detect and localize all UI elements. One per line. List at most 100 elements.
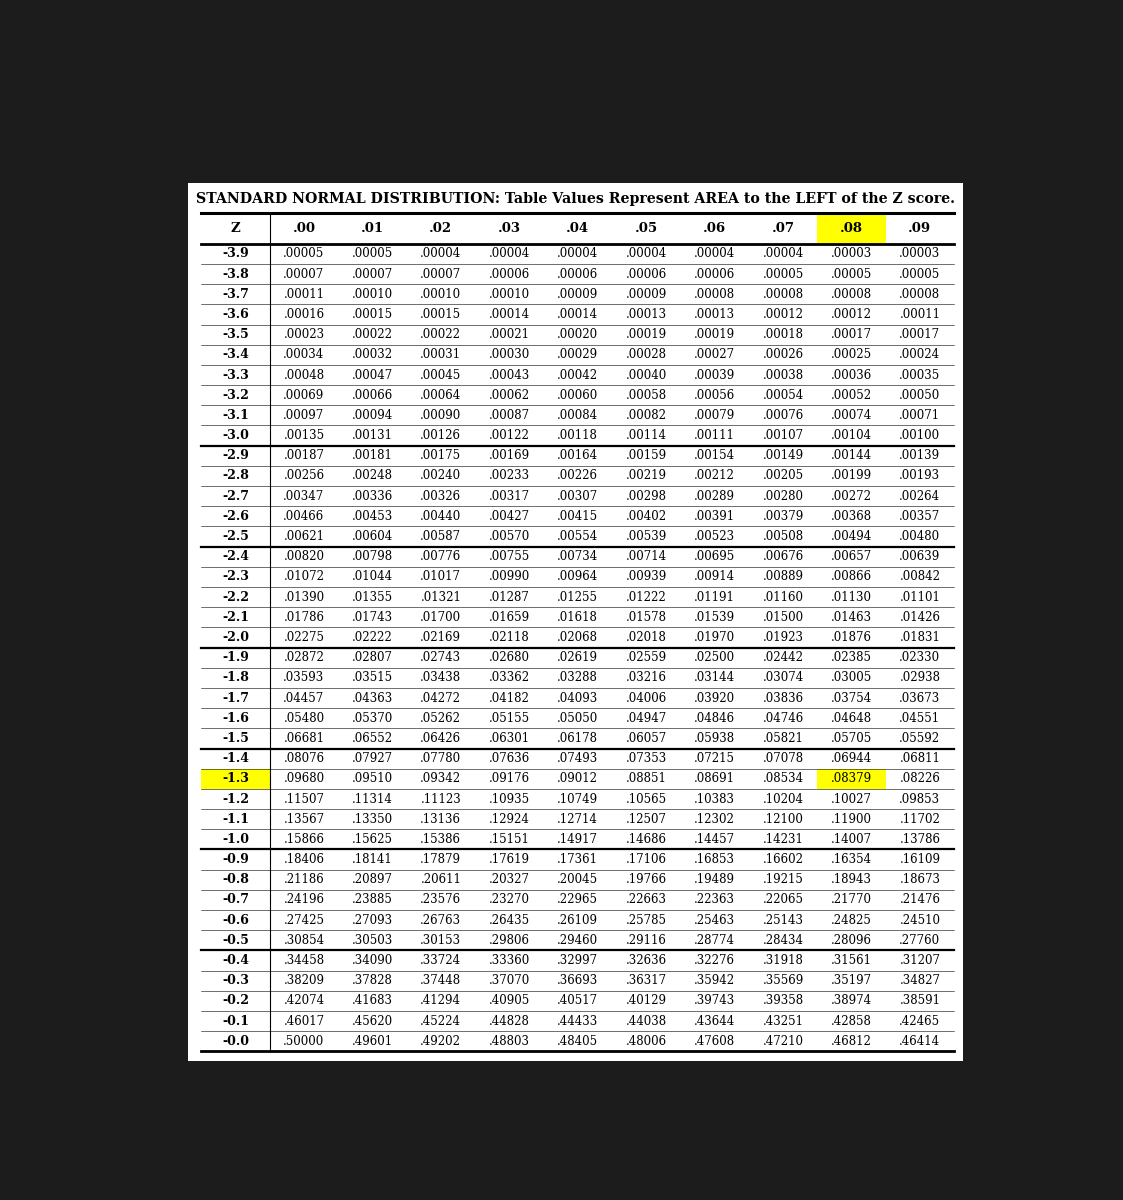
- Text: .00026: .00026: [763, 348, 804, 361]
- Text: .29116: .29116: [626, 934, 667, 947]
- Text: .09853: .09853: [900, 792, 940, 805]
- Text: .00307: .00307: [557, 490, 599, 503]
- Text: -0.9: -0.9: [222, 853, 249, 866]
- Text: .15625: .15625: [351, 833, 393, 846]
- Text: .01222: .01222: [626, 590, 667, 604]
- Text: .19215: .19215: [763, 874, 803, 887]
- Text: .10935: .10935: [489, 792, 530, 805]
- Text: .00052: .00052: [831, 389, 873, 402]
- Text: .32636: .32636: [626, 954, 667, 967]
- Text: .27760: .27760: [900, 934, 940, 947]
- Text: .00008: .00008: [831, 288, 873, 301]
- Text: .07780: .07780: [420, 752, 462, 766]
- Text: .11900: .11900: [831, 812, 871, 826]
- Text: .00010: .00010: [351, 288, 393, 301]
- Text: .46812: .46812: [831, 1034, 871, 1048]
- Text: .47210: .47210: [763, 1034, 804, 1048]
- Text: .00199: .00199: [831, 469, 873, 482]
- Text: .38209: .38209: [283, 974, 325, 988]
- Text: -1.1: -1.1: [222, 812, 249, 826]
- Text: .34090: .34090: [351, 954, 393, 967]
- Text: .20327: .20327: [489, 874, 530, 887]
- Text: .00256: .00256: [283, 469, 325, 482]
- Text: .37070: .37070: [489, 974, 530, 988]
- Text: .19489: .19489: [694, 874, 736, 887]
- Text: .00990: .00990: [489, 570, 530, 583]
- Text: .05262: .05262: [420, 712, 462, 725]
- Text: -0.7: -0.7: [222, 894, 249, 906]
- Text: .37828: .37828: [351, 974, 393, 988]
- Text: .00842: .00842: [900, 570, 940, 583]
- Text: .01017: .01017: [420, 570, 462, 583]
- Text: .30854: .30854: [283, 934, 325, 947]
- Text: .00135: .00135: [283, 430, 325, 442]
- Text: .00264: .00264: [900, 490, 940, 503]
- Text: .33360: .33360: [489, 954, 530, 967]
- Text: .00233: .00233: [489, 469, 530, 482]
- Text: .16853: .16853: [694, 853, 736, 866]
- Text: .00755: .00755: [489, 551, 530, 563]
- Text: .03754: .03754: [831, 691, 873, 704]
- Text: -2.5: -2.5: [222, 530, 249, 544]
- Text: -2.3: -2.3: [222, 570, 249, 583]
- Text: .03362: .03362: [489, 671, 530, 684]
- Text: -1.3: -1.3: [222, 773, 249, 785]
- Text: .11314: .11314: [351, 792, 393, 805]
- Text: .34458: .34458: [283, 954, 325, 967]
- Text: .00009: .00009: [557, 288, 599, 301]
- Text: .00695: .00695: [694, 551, 736, 563]
- Text: .23270: .23270: [489, 894, 530, 906]
- Text: .00012: .00012: [831, 308, 871, 320]
- Text: -1.0: -1.0: [222, 833, 249, 846]
- Text: .00010: .00010: [489, 288, 530, 301]
- Text: .00013: .00013: [626, 308, 667, 320]
- Text: .08691: .08691: [694, 773, 736, 785]
- Text: .27425: .27425: [283, 913, 325, 926]
- Text: .45224: .45224: [420, 1014, 462, 1027]
- Text: .00084: .00084: [557, 409, 599, 422]
- Text: .00048: .00048: [283, 368, 325, 382]
- Text: .00050: .00050: [900, 389, 941, 402]
- Text: -3.8: -3.8: [222, 268, 249, 281]
- Text: .00866: .00866: [831, 570, 873, 583]
- Text: .00008: .00008: [763, 288, 804, 301]
- Text: .01831: .01831: [900, 631, 940, 644]
- Bar: [818, 769, 886, 788]
- Text: .09680: .09680: [283, 773, 325, 785]
- Text: .00030: .00030: [489, 348, 530, 361]
- Text: .06681: .06681: [283, 732, 325, 745]
- Bar: [189, 182, 962, 1061]
- Text: .00280: .00280: [763, 490, 804, 503]
- Text: .00175: .00175: [420, 449, 462, 462]
- Text: .49601: .49601: [351, 1034, 393, 1048]
- Text: .00003: .00003: [831, 247, 873, 260]
- Text: .06057: .06057: [626, 732, 667, 745]
- Text: .00289: .00289: [694, 490, 736, 503]
- Text: .00004: .00004: [626, 247, 667, 260]
- Text: .23885: .23885: [351, 894, 393, 906]
- Text: .03673: .03673: [900, 691, 941, 704]
- Text: .49202: .49202: [420, 1034, 462, 1048]
- Text: .00118: .00118: [557, 430, 599, 442]
- Text: .06: .06: [703, 222, 727, 235]
- Text: -1.6: -1.6: [222, 712, 249, 725]
- Text: .06811: .06811: [900, 752, 940, 766]
- Text: .00820: .00820: [283, 551, 325, 563]
- Text: .04363: .04363: [351, 691, 393, 704]
- Text: .00056: .00056: [694, 389, 736, 402]
- Text: .06301: .06301: [489, 732, 530, 745]
- Text: .06944: .06944: [831, 752, 873, 766]
- Text: .00187: .00187: [283, 449, 325, 462]
- Text: .17106: .17106: [626, 853, 667, 866]
- Text: .37448: .37448: [420, 974, 462, 988]
- Text: .01659: .01659: [489, 611, 530, 624]
- Text: .25785: .25785: [626, 913, 667, 926]
- Text: .12302: .12302: [694, 812, 736, 826]
- Text: .00114: .00114: [626, 430, 667, 442]
- Text: .07215: .07215: [694, 752, 736, 766]
- Text: .02068: .02068: [557, 631, 599, 644]
- Text: .00415: .00415: [557, 510, 599, 523]
- Text: -3.1: -3.1: [222, 409, 249, 422]
- Text: .00139: .00139: [900, 449, 940, 462]
- Text: .00107: .00107: [763, 430, 804, 442]
